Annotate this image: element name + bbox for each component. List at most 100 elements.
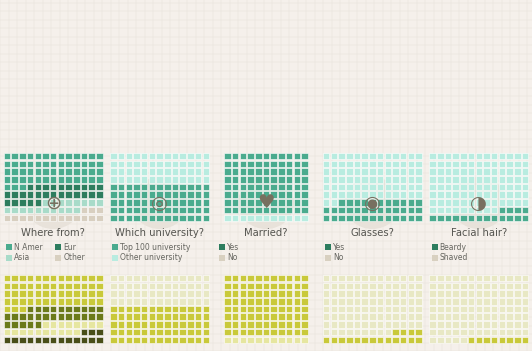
FancyBboxPatch shape: [239, 337, 246, 343]
FancyBboxPatch shape: [73, 207, 80, 213]
FancyBboxPatch shape: [164, 168, 171, 175]
FancyBboxPatch shape: [491, 184, 497, 190]
FancyBboxPatch shape: [415, 199, 422, 206]
FancyBboxPatch shape: [460, 306, 467, 312]
FancyBboxPatch shape: [491, 290, 497, 297]
FancyBboxPatch shape: [148, 168, 155, 175]
FancyBboxPatch shape: [232, 313, 238, 320]
FancyBboxPatch shape: [338, 283, 345, 289]
FancyBboxPatch shape: [232, 283, 238, 289]
FancyBboxPatch shape: [179, 321, 186, 327]
FancyBboxPatch shape: [361, 184, 368, 190]
FancyBboxPatch shape: [498, 337, 505, 343]
FancyBboxPatch shape: [385, 161, 391, 167]
FancyBboxPatch shape: [88, 275, 95, 282]
FancyBboxPatch shape: [270, 275, 277, 282]
FancyBboxPatch shape: [164, 313, 171, 320]
FancyBboxPatch shape: [19, 337, 26, 343]
FancyBboxPatch shape: [498, 184, 505, 190]
FancyBboxPatch shape: [187, 275, 194, 282]
FancyBboxPatch shape: [225, 176, 231, 183]
FancyBboxPatch shape: [73, 313, 80, 320]
FancyBboxPatch shape: [42, 298, 49, 305]
FancyBboxPatch shape: [96, 337, 103, 343]
FancyBboxPatch shape: [346, 176, 353, 183]
FancyBboxPatch shape: [133, 161, 140, 167]
FancyBboxPatch shape: [96, 329, 103, 335]
FancyBboxPatch shape: [476, 290, 482, 297]
FancyBboxPatch shape: [498, 313, 505, 320]
FancyBboxPatch shape: [148, 313, 155, 320]
FancyBboxPatch shape: [112, 244, 119, 250]
FancyBboxPatch shape: [483, 191, 490, 198]
FancyBboxPatch shape: [476, 313, 482, 320]
FancyBboxPatch shape: [491, 214, 497, 221]
FancyBboxPatch shape: [294, 275, 300, 282]
FancyBboxPatch shape: [73, 161, 80, 167]
Text: Other university: Other university: [120, 253, 183, 263]
FancyBboxPatch shape: [50, 275, 56, 282]
FancyBboxPatch shape: [148, 337, 155, 343]
FancyBboxPatch shape: [247, 207, 254, 213]
FancyBboxPatch shape: [88, 290, 95, 297]
FancyBboxPatch shape: [301, 337, 307, 343]
FancyBboxPatch shape: [110, 153, 117, 159]
FancyBboxPatch shape: [195, 214, 201, 221]
FancyBboxPatch shape: [247, 161, 254, 167]
FancyBboxPatch shape: [445, 184, 451, 190]
FancyBboxPatch shape: [294, 283, 300, 289]
FancyBboxPatch shape: [81, 306, 87, 312]
FancyBboxPatch shape: [301, 199, 307, 206]
FancyBboxPatch shape: [88, 283, 95, 289]
FancyBboxPatch shape: [141, 306, 147, 312]
FancyBboxPatch shape: [429, 275, 436, 282]
FancyBboxPatch shape: [445, 153, 451, 159]
FancyBboxPatch shape: [331, 161, 337, 167]
FancyBboxPatch shape: [323, 199, 329, 206]
FancyBboxPatch shape: [415, 290, 422, 297]
FancyBboxPatch shape: [476, 275, 482, 282]
FancyBboxPatch shape: [35, 337, 41, 343]
FancyBboxPatch shape: [164, 321, 171, 327]
FancyBboxPatch shape: [225, 275, 231, 282]
FancyBboxPatch shape: [4, 283, 10, 289]
FancyBboxPatch shape: [408, 283, 414, 289]
FancyBboxPatch shape: [377, 191, 384, 198]
FancyBboxPatch shape: [239, 298, 246, 305]
FancyBboxPatch shape: [164, 153, 171, 159]
Text: Yes: Yes: [333, 243, 345, 252]
FancyBboxPatch shape: [263, 337, 269, 343]
FancyBboxPatch shape: [506, 306, 513, 312]
FancyBboxPatch shape: [408, 207, 414, 213]
FancyBboxPatch shape: [346, 321, 353, 327]
FancyBboxPatch shape: [27, 176, 34, 183]
FancyBboxPatch shape: [195, 168, 201, 175]
FancyBboxPatch shape: [377, 207, 384, 213]
FancyBboxPatch shape: [361, 199, 368, 206]
FancyBboxPatch shape: [232, 176, 238, 183]
FancyBboxPatch shape: [491, 191, 497, 198]
FancyBboxPatch shape: [141, 184, 147, 190]
FancyBboxPatch shape: [133, 214, 140, 221]
FancyBboxPatch shape: [110, 337, 117, 343]
FancyBboxPatch shape: [468, 313, 475, 320]
FancyBboxPatch shape: [400, 184, 406, 190]
FancyBboxPatch shape: [255, 329, 262, 335]
FancyBboxPatch shape: [126, 298, 132, 305]
FancyBboxPatch shape: [483, 337, 490, 343]
FancyBboxPatch shape: [156, 191, 163, 198]
FancyBboxPatch shape: [225, 191, 231, 198]
FancyBboxPatch shape: [286, 275, 293, 282]
FancyBboxPatch shape: [460, 153, 467, 159]
FancyBboxPatch shape: [346, 168, 353, 175]
FancyBboxPatch shape: [225, 153, 231, 159]
FancyBboxPatch shape: [203, 275, 209, 282]
FancyBboxPatch shape: [65, 199, 72, 206]
FancyBboxPatch shape: [431, 255, 438, 261]
FancyBboxPatch shape: [88, 199, 95, 206]
FancyBboxPatch shape: [498, 306, 505, 312]
FancyBboxPatch shape: [514, 207, 520, 213]
FancyBboxPatch shape: [346, 199, 353, 206]
FancyBboxPatch shape: [42, 184, 49, 190]
FancyBboxPatch shape: [57, 214, 64, 221]
